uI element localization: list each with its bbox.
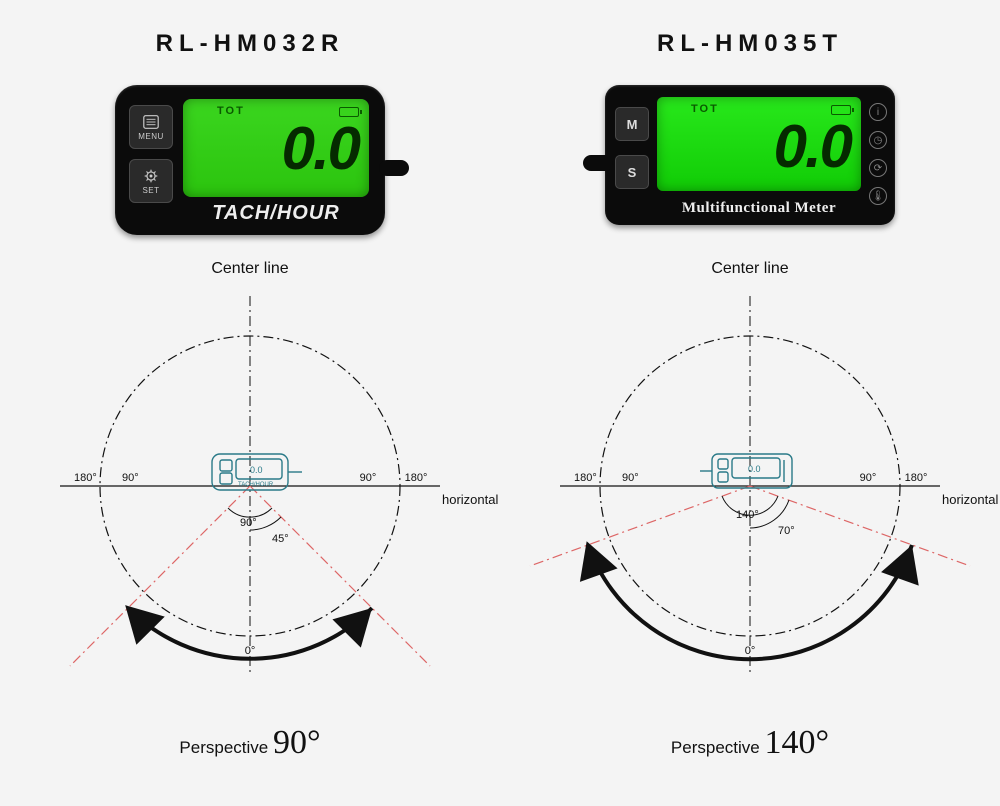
diagram-svg: 180° 90° 90° 180° 0° horizontal line 140… — [500, 286, 1000, 716]
center-line-label: Center line — [0, 260, 500, 278]
s-button-label: S — [628, 165, 637, 180]
tick-180-right: 180° — [905, 472, 928, 484]
screen-value: 0.0 — [774, 117, 851, 177]
rpm-icon: ⟳ — [869, 159, 887, 177]
cone-total-label: 90° — [240, 517, 257, 529]
device-brand-label: TACH/HOUR — [183, 202, 369, 225]
diagram-left: Center line 180° 90° 90 — [0, 260, 500, 780]
tick-180-left: 180° — [574, 472, 597, 484]
svg-text:0.0: 0.0 — [748, 464, 761, 474]
perspective-value: 90° — [273, 724, 321, 761]
battery-icon — [831, 105, 851, 115]
cone-total-label: 140° — [736, 509, 759, 521]
device-right: M S TOT 0.0 i ◷ ⟳ 🌡 Multifunctional Mete… — [605, 85, 895, 225]
side-icon-column: i ◷ ⟳ 🌡 — [869, 103, 887, 205]
perspective-label: Perspective — [179, 738, 268, 757]
cone-half-label: 45° — [272, 533, 289, 545]
tick-90-left: 90° — [122, 472, 139, 484]
tick-90-right: 90° — [860, 472, 877, 484]
device-button-column: M S — [615, 107, 649, 189]
svg-text:0.0: 0.0 — [250, 465, 263, 475]
device-brand-label: Multifunctional Meter — [657, 200, 861, 217]
battery-icon — [339, 107, 359, 117]
mini-device-icon: 0.0 — [700, 454, 792, 488]
svg-text:TACH/HOUR: TACH/HOUR — [238, 482, 274, 488]
tick-0-bottom: 0° — [745, 645, 756, 657]
device-button-column: MENU SET — [129, 105, 173, 203]
lcd-screen: TOT 0.0 — [657, 97, 861, 191]
perspective-caption: Perspective 90° — [0, 724, 500, 762]
diagram-svg-wrap: 180° 90° 90° 180° 0° horizontal line 140… — [500, 286, 1000, 716]
diagram-right: Center line 180° 90° 90° 180° 0° horizon… — [500, 260, 1000, 780]
clock-icon: ◷ — [869, 131, 887, 149]
menu-button-label: MENU — [138, 132, 164, 141]
set-button-label: SET — [142, 186, 159, 195]
tick-180-right: 180° — [405, 472, 428, 484]
tick-90-right: 90° — [360, 472, 377, 484]
center-line-label: Center line — [500, 260, 1000, 278]
horizontal-line-label: horizontal line — [942, 492, 1000, 507]
model-title-right: RL-HM035T — [500, 30, 1000, 58]
set-button[interactable]: SET — [129, 159, 173, 203]
mini-device-icon: 0.0 TACH/HOUR — [212, 454, 302, 490]
device-left: MENU SET TOT 0.0 TACH/HOUR — [115, 85, 385, 235]
panel-right: RL-HM035T M S TOT 0.0 i ◷ ⟳ 🌡 Multifunct… — [500, 0, 1000, 806]
perspective-value: 140° — [764, 724, 829, 761]
cable-icon — [379, 160, 409, 176]
model-title-left: RL-HM032R — [0, 30, 500, 58]
menu-button[interactable]: MENU — [129, 105, 173, 149]
m-button-label: M — [627, 117, 638, 132]
diagram-svg: 180° 90° 90° 180° 0° horizontal line 90°… — [0, 286, 500, 716]
panel-left: RL-HM032R MENU SET TOT 0.0 TACH/HOUR Cen… — [0, 0, 500, 806]
temp-icon: 🌡 — [869, 187, 887, 205]
diagram-svg-wrap: 180° 90° 90° 180° 0° horizontal line 90°… — [0, 286, 500, 716]
perspective-caption: Perspective 140° — [500, 724, 1000, 762]
horizontal-line-label: horizontal line — [442, 492, 500, 507]
s-button[interactable]: S — [615, 155, 649, 189]
screen-tot-label: TOT — [217, 105, 245, 117]
tick-180-left: 180° — [74, 472, 97, 484]
gear-icon — [142, 168, 160, 184]
lines-icon — [142, 114, 160, 130]
cone-half-label: 70° — [778, 525, 795, 537]
tick-90-left: 90° — [622, 472, 639, 484]
tick-0-bottom: 0° — [245, 645, 256, 657]
screen-value: 0.0 — [282, 119, 359, 179]
info-icon: i — [869, 103, 887, 121]
cable-icon — [583, 155, 613, 171]
screen-tot-label: TOT — [691, 103, 719, 115]
perspective-label: Perspective — [671, 738, 760, 757]
m-button[interactable]: M — [615, 107, 649, 141]
lcd-screen: TOT 0.0 — [183, 99, 369, 197]
